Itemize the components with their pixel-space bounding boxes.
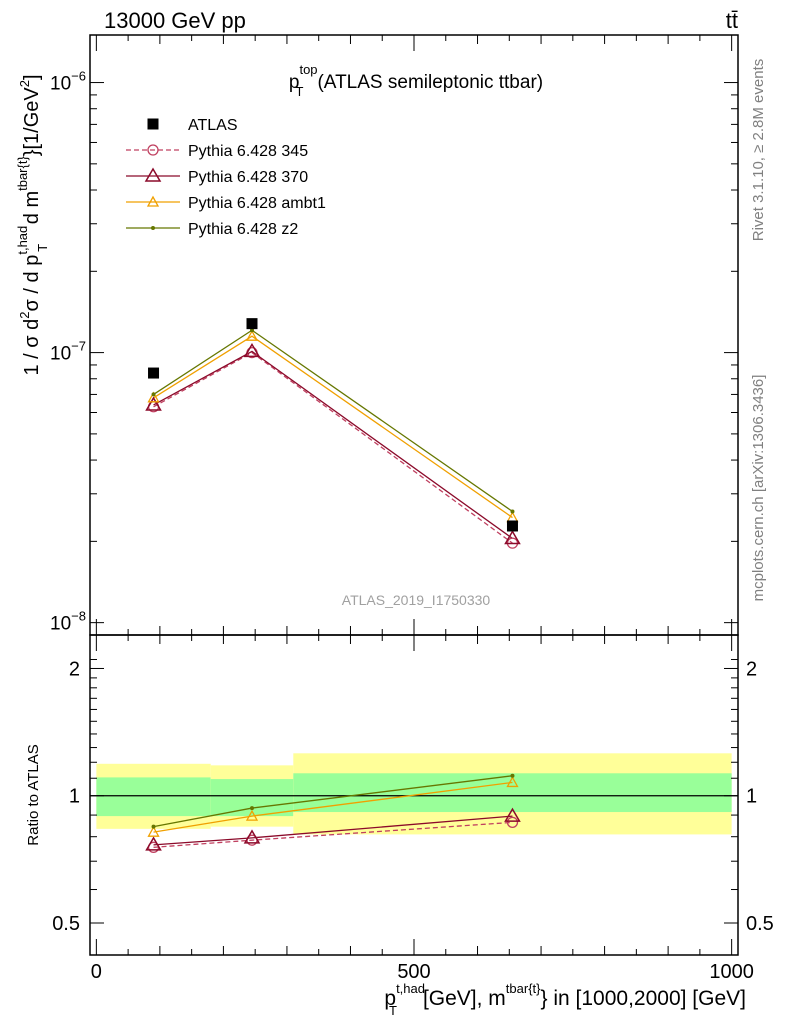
ratio-tick-label-right: 1 <box>746 786 757 808</box>
plot-title: ptop T (ATLAS semileptonic ttbar) <box>289 62 543 99</box>
marker-dot <box>510 509 515 514</box>
y-axis-label: 1 / σ d2σ / d pt,had T d mtbar{t}}[1/GeV2… <box>15 74 50 375</box>
ratio-band-inner <box>96 777 211 817</box>
rivet-version-label: Rivet 3.1.10, ≥ 2.8M events <box>750 59 767 242</box>
marker-square <box>148 367 160 379</box>
marker-triangle-small <box>245 809 259 821</box>
marker-circle <box>506 816 519 829</box>
marker-triangle-small <box>506 776 519 788</box>
marker-dot <box>151 824 156 829</box>
ratio-tick-label-left: 1 <box>69 786 80 808</box>
series-line-main <box>153 329 513 513</box>
legend-label: Pythia 6.428 345 <box>188 143 308 160</box>
ratio-band-inner <box>293 773 732 813</box>
ratio-y-axis-label: Ratio to ATLAS <box>25 744 42 845</box>
legend-label: Pythia 6.428 370 <box>188 169 308 186</box>
marker-dot <box>510 773 515 778</box>
series-line-main <box>153 335 513 519</box>
marker-dot <box>250 328 254 333</box>
marker-triangle <box>144 167 162 182</box>
series-markers <box>145 318 521 853</box>
analysis-watermark: ATLAS_2019_I1750330 <box>342 592 491 608</box>
mcplots-source-label: mcplots.cern.ch [arXiv:1306.3436] <box>750 375 767 602</box>
series-line-main <box>153 350 513 539</box>
marker-circle <box>147 144 159 156</box>
legend-label: ATLAS <box>188 117 238 134</box>
marker-triangle <box>504 807 521 822</box>
legend-label: Pythia 6.428 ambt1 <box>188 195 326 212</box>
marker-triangle-small <box>147 825 160 837</box>
ratio-tick-label-right: 0.5 <box>746 913 774 935</box>
marker-dot <box>250 806 254 811</box>
marker-triangle <box>145 836 162 851</box>
ratio-tick-label-left: 2 <box>69 658 80 680</box>
series-line-ratio <box>153 815 513 846</box>
y-tick-label: 10−8 <box>50 609 86 635</box>
header-process-label: tt̄ <box>726 8 738 33</box>
x-tick-label: 0 <box>91 961 102 983</box>
marker-triangle <box>145 396 162 411</box>
ratio-tick-label-left: 0.5 <box>52 913 80 935</box>
marker-triangle <box>243 342 261 358</box>
marker-square <box>246 318 258 330</box>
series-line-ratio <box>153 781 513 833</box>
marker-triangle <box>504 529 521 545</box>
marker-triangle-small <box>147 391 160 403</box>
marker-triangle-small <box>146 195 160 207</box>
marker-square <box>506 520 518 532</box>
series-line-ratio <box>153 821 513 848</box>
marker-square <box>147 118 159 130</box>
y-tick-label: 10−6 <box>50 69 86 95</box>
legend-label: Pythia 6.428 z2 <box>188 221 298 238</box>
marker-dot <box>151 392 156 397</box>
marker-dot <box>151 226 155 230</box>
x-axis-label: pt,had T[GeV], mtbar{t}} in [1000,2000] [… <box>384 981 746 1018</box>
axis-ticks: 10−8 10−7 10−6 0.5 0.5 1 1 2 2 0 500 1000 <box>50 35 774 983</box>
marker-triangle <box>243 829 261 844</box>
ratio-uncertainty-bands <box>90 753 738 835</box>
marker-triangle-small <box>245 329 259 341</box>
x-tick-label: 1000 <box>709 961 754 983</box>
ratio-tick-label-right: 2 <box>746 658 757 680</box>
y-tick-label: 10−7 <box>50 339 86 365</box>
header-energy-label: 13000 GeV pp <box>104 8 246 33</box>
legend: ATLAS Pythia 6.428 345 Pythia 6.428 370 Pyt… <box>126 117 326 238</box>
x-tick-label: 500 <box>397 961 430 983</box>
series-line-main <box>153 351 513 544</box>
